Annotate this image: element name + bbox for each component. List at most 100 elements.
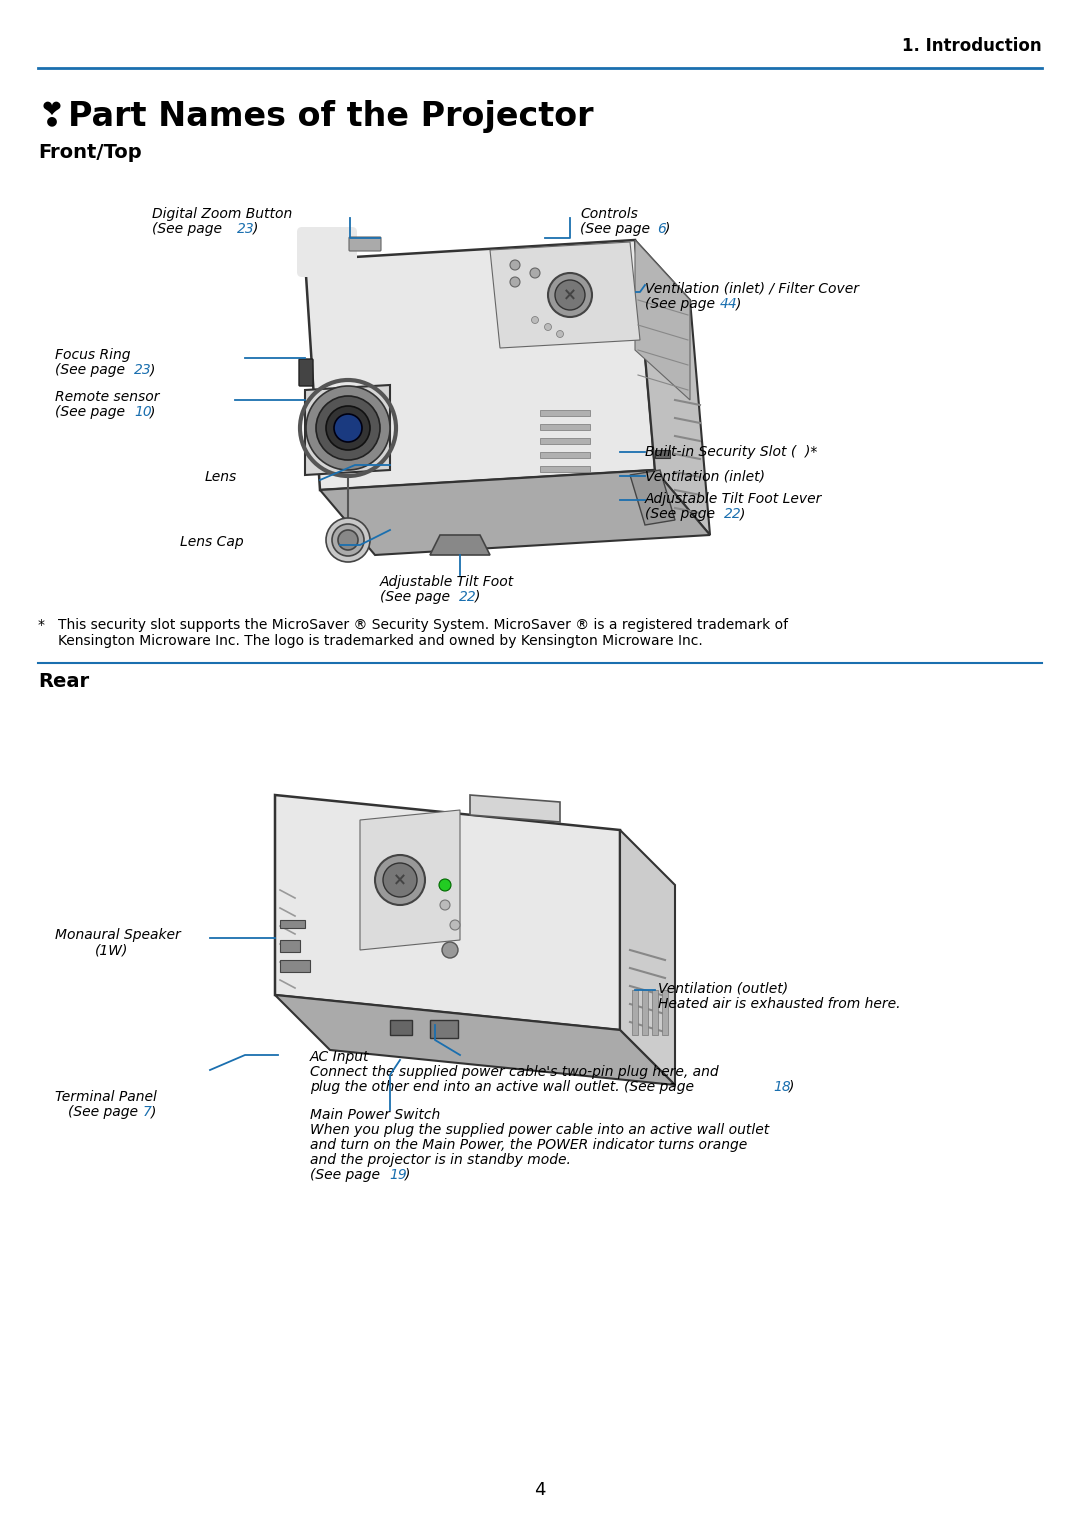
Circle shape [450,920,460,929]
Bar [540,424,590,430]
Text: plug the other end into an active wall outlet. (See page: plug the other end into an active wall o… [310,1080,699,1094]
Circle shape [306,386,390,470]
Bar [652,990,658,1035]
Circle shape [530,269,540,278]
Text: Monaural Speaker: Monaural Speaker [55,928,180,942]
Text: Remote sensor: Remote sensor [55,391,160,404]
Bar [540,410,590,417]
Text: ×: × [563,285,577,304]
Text: Terminal Panel: Terminal Panel [55,1090,157,1103]
Bar [654,450,670,458]
Text: (See page: (See page [55,363,130,377]
Text: 6: 6 [657,221,666,237]
Circle shape [326,517,370,562]
Circle shape [338,530,357,549]
Polygon shape [275,995,675,1085]
Polygon shape [320,470,710,555]
Text: 23: 23 [134,363,152,377]
Bar [540,465,590,472]
Text: Adjustable Tilt Foot Lever: Adjustable Tilt Foot Lever [645,491,822,507]
Text: Built-in Security Slot (  )*: Built-in Security Slot ( )* [645,446,818,459]
Circle shape [442,942,458,958]
Text: Lens: Lens [205,470,238,484]
Text: 22: 22 [459,591,476,604]
Circle shape [555,279,585,310]
Text: *: * [38,618,45,632]
Text: ❣: ❣ [38,101,66,133]
Text: (See page: (See page [380,591,455,604]
Polygon shape [490,243,640,348]
Polygon shape [620,830,675,1085]
Text: Main Power Switch: Main Power Switch [310,1108,441,1122]
Text: Front/Top: Front/Top [38,143,141,162]
Bar [280,920,305,928]
Bar [390,1019,411,1035]
FancyBboxPatch shape [297,227,357,278]
Polygon shape [305,240,654,490]
Text: Part Names of the Projector: Part Names of the Projector [68,101,594,133]
Text: ): ) [150,404,156,420]
Circle shape [438,879,451,891]
Text: (See page: (See page [152,221,227,237]
Polygon shape [630,470,675,525]
Polygon shape [635,240,690,400]
Text: ): ) [475,591,481,604]
Text: 1. Introduction: 1. Introduction [903,37,1042,55]
Text: 23: 23 [237,221,255,237]
Bar [280,960,310,972]
Text: ): ) [665,221,671,237]
Circle shape [510,278,519,287]
Text: Kensington Microware Inc. The logo is trademarked and owned by Kensington Microw: Kensington Microware Inc. The logo is tr… [58,633,703,649]
Text: (See page: (See page [645,507,719,520]
Polygon shape [430,536,490,555]
Text: Heated air is exhausted from here.: Heated air is exhausted from here. [658,996,901,1012]
Text: (1W): (1W) [95,943,129,957]
Circle shape [326,406,370,450]
FancyBboxPatch shape [299,359,313,386]
Text: 19: 19 [389,1167,407,1183]
Circle shape [556,331,564,337]
Text: Ventilation (outlet): Ventilation (outlet) [658,983,788,996]
Text: ): ) [253,221,258,237]
Text: ): ) [735,298,741,311]
FancyBboxPatch shape [349,237,381,250]
Polygon shape [305,385,390,475]
Circle shape [335,415,345,426]
Circle shape [334,414,362,443]
Text: ): ) [405,1167,410,1183]
Circle shape [440,900,450,909]
Bar [540,452,590,458]
Text: (See page: (See page [68,1105,143,1119]
Bar [280,940,300,952]
Text: Ventilation (inlet) / Filter Cover: Ventilation (inlet) / Filter Cover [645,282,859,296]
Text: 44: 44 [720,298,738,311]
Polygon shape [635,240,710,536]
Text: Controls: Controls [580,208,638,221]
Circle shape [544,324,552,331]
Text: 10: 10 [134,404,152,420]
Text: Focus Ring: Focus Ring [55,348,131,362]
Text: (See page: (See page [580,221,654,237]
Text: 18: 18 [773,1080,791,1094]
Circle shape [531,316,539,324]
Text: ): ) [151,1105,157,1119]
Text: ): ) [740,507,745,520]
Text: (See page: (See page [310,1167,384,1183]
Bar [632,990,638,1035]
Polygon shape [360,810,460,951]
Text: This security slot supports the MicroSaver ® Security System. MicroSaver ® is a : This security slot supports the MicroSav… [58,618,788,632]
Text: ): ) [150,363,156,377]
Text: Digital Zoom Button: Digital Zoom Button [152,208,293,221]
Polygon shape [470,795,561,823]
Text: Rear: Rear [38,671,90,691]
Text: ×: × [393,871,407,890]
Text: AC Input: AC Input [310,1050,369,1064]
Text: (See page: (See page [55,404,130,420]
Text: 22: 22 [724,507,742,520]
Text: ): ) [789,1080,795,1094]
Bar [642,990,648,1035]
Bar [540,438,590,444]
Text: Adjustable Tilt Foot: Adjustable Tilt Foot [380,575,514,589]
Text: Connect the supplied power cable's two-pin plug here, and: Connect the supplied power cable's two-p… [310,1065,718,1079]
Text: Lens Cap: Lens Cap [180,536,244,549]
